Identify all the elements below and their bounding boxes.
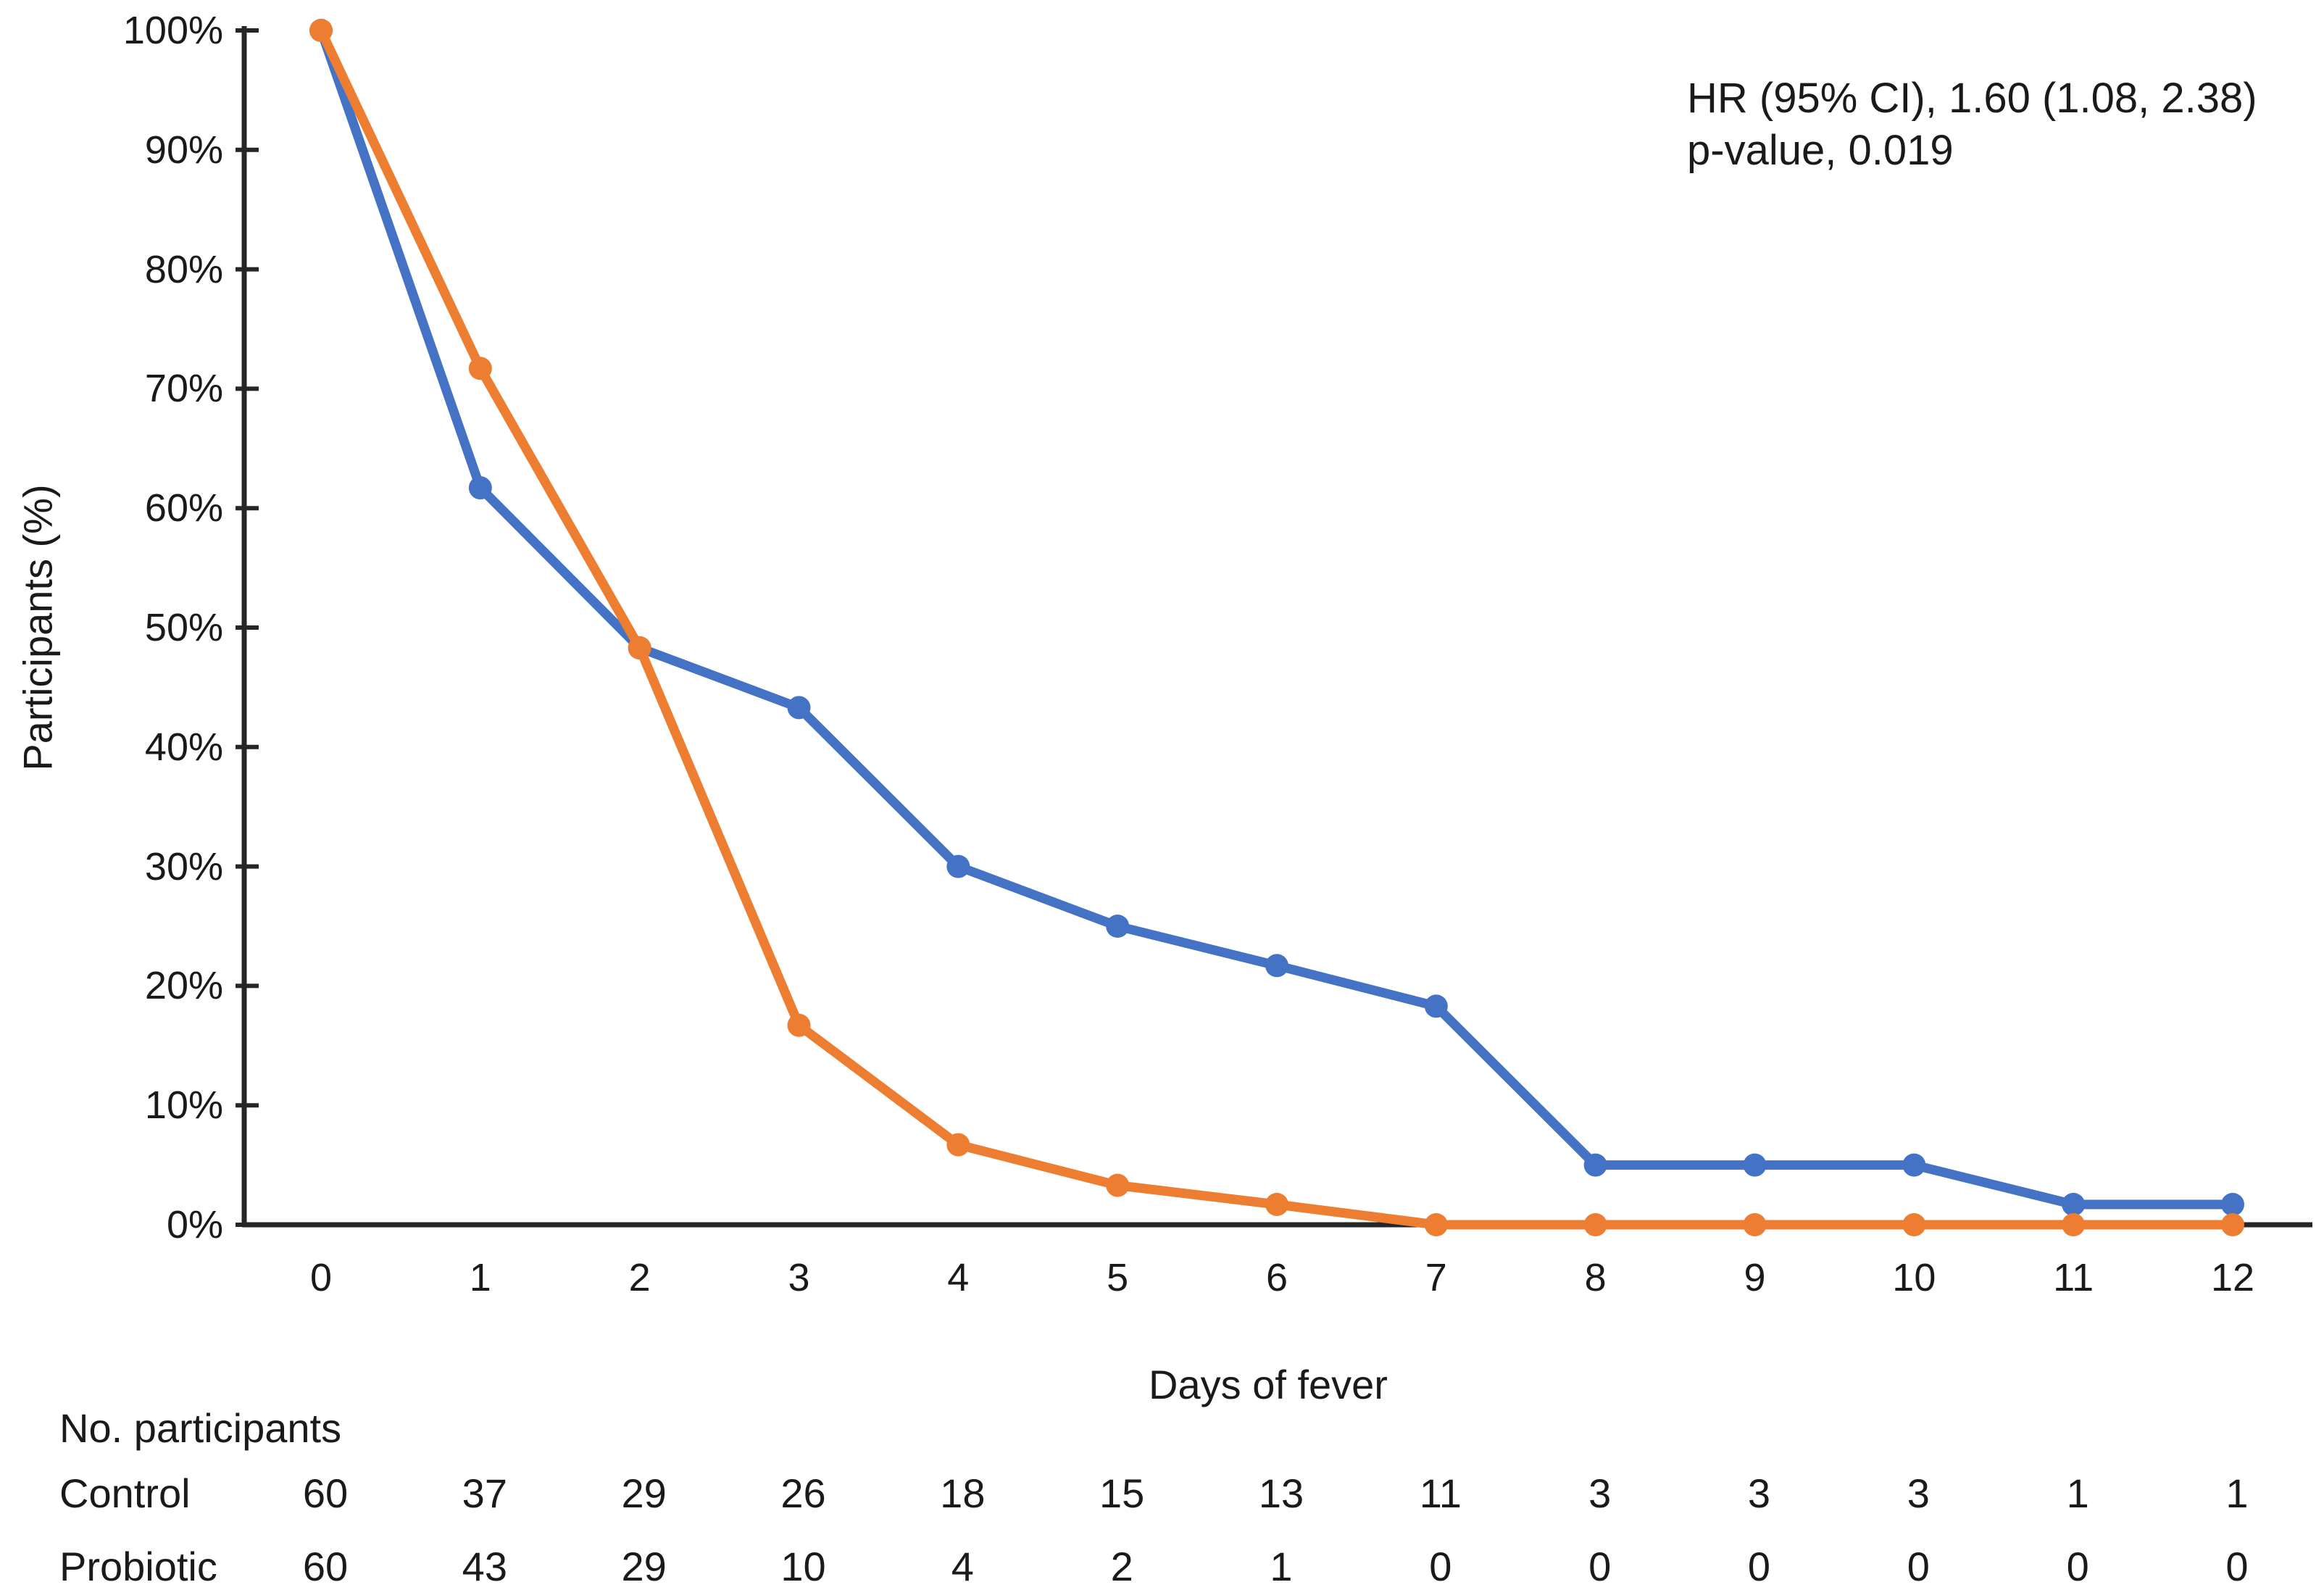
probiotic-data-point bbox=[1265, 1192, 1288, 1216]
probiotic-series-line bbox=[316, 25, 2238, 1230]
control-data-point bbox=[1265, 954, 1288, 978]
y-tick-label: 50% bbox=[144, 606, 223, 649]
x-tick-label: 2 bbox=[628, 1256, 651, 1299]
probiotic-data-point bbox=[1743, 1213, 1767, 1236]
risk-count-control: 3 bbox=[1747, 1470, 1771, 1516]
probiotic-data-point bbox=[787, 1013, 811, 1037]
risk-count-control: 60 bbox=[302, 1470, 349, 1516]
x-tick-label: 1 bbox=[469, 1256, 491, 1299]
x-tick-label: 10 bbox=[1892, 1256, 1936, 1299]
x-tick-label: 9 bbox=[1744, 1256, 1766, 1299]
risk-row-label-control: Control bbox=[59, 1470, 191, 1516]
risk-count-probiotic: 60 bbox=[302, 1544, 349, 1589]
risk-count-probiotic: 29 bbox=[621, 1544, 667, 1589]
risk-row-label-probiotic: Probiotic bbox=[59, 1544, 217, 1589]
control-data-point bbox=[2220, 1192, 2244, 1216]
risk-table-title: No. participants bbox=[59, 1405, 342, 1451]
y-tick-label: 100% bbox=[122, 9, 223, 52]
risk-count-control: 3 bbox=[1588, 1470, 1612, 1516]
risk-count-control: 18 bbox=[940, 1470, 986, 1516]
risk-count-control: 11 bbox=[1419, 1470, 1462, 1516]
control-data-point bbox=[1424, 994, 1448, 1018]
control-data-point bbox=[1743, 1153, 1767, 1177]
risk-count-control: 15 bbox=[1099, 1470, 1145, 1516]
probiotic-data-point bbox=[468, 357, 492, 380]
x-tick-label: 4 bbox=[947, 1256, 970, 1299]
probiotic-data-point bbox=[946, 1133, 970, 1157]
x-axis-title: Days of fever bbox=[1149, 1362, 1388, 1407]
risk-count-probiotic: 10 bbox=[780, 1544, 826, 1589]
stats-annotation: HR (95% CI), 1.60 (1.08, 2.38) p-value, … bbox=[1687, 72, 2257, 177]
x-tick-label: 8 bbox=[1584, 1256, 1607, 1299]
risk-count-probiotic: 0 bbox=[1588, 1544, 1612, 1589]
control-data-point bbox=[468, 476, 492, 500]
probiotic-data-point bbox=[1902, 1213, 1926, 1236]
x-tick-label: 12 bbox=[2210, 1256, 2255, 1299]
control-data-point bbox=[2062, 1192, 2086, 1216]
y-tick-label: 30% bbox=[144, 844, 223, 888]
probiotic-data-point bbox=[1424, 1213, 1448, 1236]
control-data-point bbox=[1583, 1153, 1607, 1177]
x-tick-label: 11 bbox=[2053, 1256, 2094, 1299]
probiotic-data-point bbox=[2220, 1213, 2244, 1236]
risk-count-control: 1 bbox=[2066, 1470, 2089, 1516]
control-series-line bbox=[316, 25, 2238, 1210]
risk-count-probiotic: 0 bbox=[2225, 1544, 2249, 1589]
probiotic-data-point bbox=[628, 636, 651, 660]
risk-count-control: 26 bbox=[780, 1470, 826, 1516]
risk-count-probiotic: 0 bbox=[2066, 1544, 2089, 1589]
risk-count-control: 29 bbox=[621, 1470, 667, 1516]
control-data-point bbox=[1106, 915, 1130, 938]
risk-count-probiotic: 43 bbox=[462, 1544, 507, 1589]
x-tick-label: 3 bbox=[788, 1256, 810, 1299]
risk-count-probiotic: 0 bbox=[1747, 1544, 1771, 1589]
y-tick-label: 10% bbox=[144, 1083, 223, 1128]
risk-count-probiotic: 2 bbox=[1110, 1544, 1133, 1589]
y-tick-label: 80% bbox=[144, 247, 223, 291]
risk-count-probiotic: 4 bbox=[951, 1544, 974, 1589]
probiotic-data-point bbox=[1106, 1173, 1130, 1197]
x-tick-label: 5 bbox=[1107, 1256, 1129, 1299]
x-tick-label: 7 bbox=[1425, 1256, 1447, 1299]
risk-count-probiotic: 1 bbox=[1270, 1544, 1293, 1589]
control-data-point bbox=[787, 696, 811, 720]
hazard-ratio-text: HR (95% CI), 1.60 (1.08, 2.38) bbox=[1687, 75, 2257, 122]
risk-count-probiotic: 0 bbox=[1907, 1544, 1930, 1589]
control-data-point bbox=[946, 854, 970, 878]
x-tick-label: 6 bbox=[1265, 1256, 1288, 1299]
y-tick-label: 70% bbox=[144, 367, 223, 411]
risk-count-control: 1 bbox=[2225, 1470, 2249, 1516]
probiotic-data-point bbox=[309, 19, 333, 42]
risk-count-probiotic: 0 bbox=[1429, 1544, 1452, 1589]
risk-count-control: 13 bbox=[1258, 1470, 1304, 1516]
y-tick-label: 90% bbox=[144, 128, 223, 172]
probiotic-data-point bbox=[2062, 1213, 2086, 1236]
control-data-point bbox=[1902, 1153, 1926, 1177]
x-tick-label: 0 bbox=[309, 1256, 333, 1299]
risk-count-control: 3 bbox=[1907, 1470, 1930, 1516]
y-tick-label: 0% bbox=[166, 1203, 223, 1246]
y-tick-label: 20% bbox=[144, 964, 223, 1008]
probiotic-data-point bbox=[1583, 1213, 1607, 1236]
p-value-text: p-value, 0.019 bbox=[1687, 127, 1954, 174]
risk-count-control: 37 bbox=[462, 1470, 507, 1516]
y-tick-label: 40% bbox=[144, 725, 223, 769]
y-tick-label: 60% bbox=[144, 486, 223, 530]
